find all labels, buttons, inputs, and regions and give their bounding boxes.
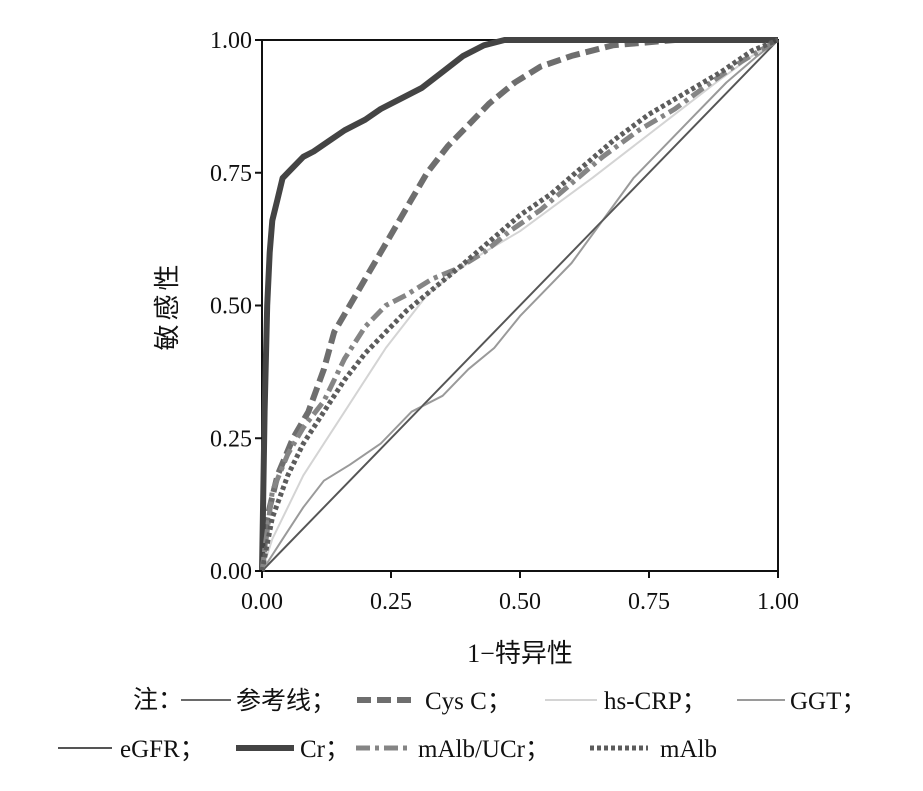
x-tick-label: 1.00	[757, 589, 799, 615]
x-axis-title: 1−特异性	[467, 639, 573, 668]
series-line-4	[261, 39, 779, 572]
legend-label: 参考线；	[236, 687, 336, 715]
y-axis-ticks: 0.00 0.25 0.50 0.75 1.00	[210, 28, 262, 585]
series-line-7	[259, 37, 780, 572]
legend-label: Cr；	[300, 736, 350, 763]
legend-label: GGT；	[790, 688, 866, 715]
x-axis-ticks: 0.00 0.25 0.50 0.75 1.00	[241, 571, 799, 615]
y-tick-label: 0.25	[210, 426, 252, 452]
x-tick-label: 0.25	[370, 589, 412, 615]
series-line-5	[261, 39, 779, 572]
x-tick-label: 0.75	[628, 589, 670, 615]
series-line-6	[259, 37, 778, 572]
y-tick-label: 0.00	[210, 559, 252, 585]
y-tick-label: 0.75	[210, 161, 252, 187]
legend-label: mAlb/UCr；	[418, 736, 550, 763]
legend-label: eGFR；	[120, 736, 205, 763]
legend-label: hs-CRP；	[604, 688, 707, 715]
legend-label: Cys C；	[425, 688, 512, 715]
y-tick-label: 1.00	[210, 28, 252, 54]
y-axis-title: 敏感性	[153, 260, 182, 350]
legend: 注： 参考线； Cys C； hs-CRP； GGT； eGFR； Cr； mAlb/UCr；…	[58, 686, 866, 763]
x-tick-label: 0.00	[241, 589, 283, 615]
y-tick-label: 0.50	[210, 294, 252, 320]
series-layer	[259, 37, 780, 572]
legend-prefix: 注：	[133, 686, 183, 714]
series-line-8	[259, 37, 779, 572]
series-line-2	[259, 37, 778, 572]
legend-label: mAlb	[660, 736, 717, 763]
x-tick-label: 0.50	[499, 589, 541, 615]
